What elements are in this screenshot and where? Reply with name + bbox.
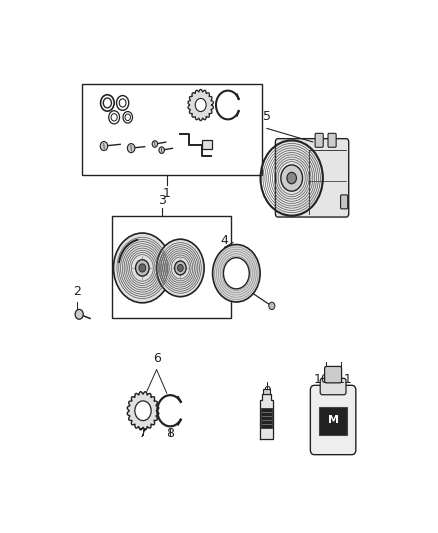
FancyBboxPatch shape — [311, 385, 356, 455]
Text: 8: 8 — [166, 427, 174, 440]
Text: 5: 5 — [263, 110, 271, 124]
FancyBboxPatch shape — [319, 407, 347, 435]
Circle shape — [125, 114, 131, 120]
FancyBboxPatch shape — [276, 139, 349, 217]
Circle shape — [111, 114, 117, 121]
Circle shape — [269, 302, 275, 310]
Circle shape — [287, 172, 297, 184]
Circle shape — [119, 99, 126, 107]
Circle shape — [103, 98, 111, 108]
Circle shape — [113, 233, 171, 303]
Circle shape — [139, 264, 146, 272]
Circle shape — [135, 401, 151, 421]
FancyBboxPatch shape — [341, 195, 348, 209]
Text: 2: 2 — [73, 285, 81, 298]
Circle shape — [175, 261, 186, 275]
Circle shape — [177, 264, 183, 271]
Circle shape — [281, 165, 303, 191]
Circle shape — [195, 99, 206, 111]
Text: 6: 6 — [153, 352, 160, 365]
Circle shape — [152, 141, 158, 147]
Polygon shape — [260, 394, 273, 440]
Circle shape — [127, 143, 135, 152]
FancyBboxPatch shape — [325, 366, 342, 383]
Text: 7: 7 — [139, 427, 147, 440]
Text: 9: 9 — [263, 385, 271, 399]
FancyBboxPatch shape — [315, 133, 323, 147]
Text: 3: 3 — [158, 194, 166, 207]
Circle shape — [159, 147, 164, 154]
Text: 11: 11 — [337, 373, 353, 386]
Bar — [263, 390, 270, 394]
Circle shape — [156, 239, 204, 297]
Polygon shape — [127, 392, 159, 430]
Text: M: M — [328, 415, 339, 425]
Polygon shape — [188, 90, 213, 120]
Circle shape — [223, 257, 249, 289]
Circle shape — [75, 309, 83, 319]
Circle shape — [100, 142, 108, 150]
Bar — [261, 408, 272, 428]
Text: 10: 10 — [313, 373, 329, 386]
Bar — [82, 84, 262, 175]
Bar — [113, 216, 231, 318]
Bar — [202, 140, 212, 149]
Circle shape — [135, 260, 149, 276]
FancyBboxPatch shape — [320, 378, 346, 395]
FancyBboxPatch shape — [328, 133, 336, 147]
Text: 1: 1 — [163, 187, 171, 200]
Circle shape — [212, 245, 260, 302]
Text: 4: 4 — [221, 233, 228, 247]
